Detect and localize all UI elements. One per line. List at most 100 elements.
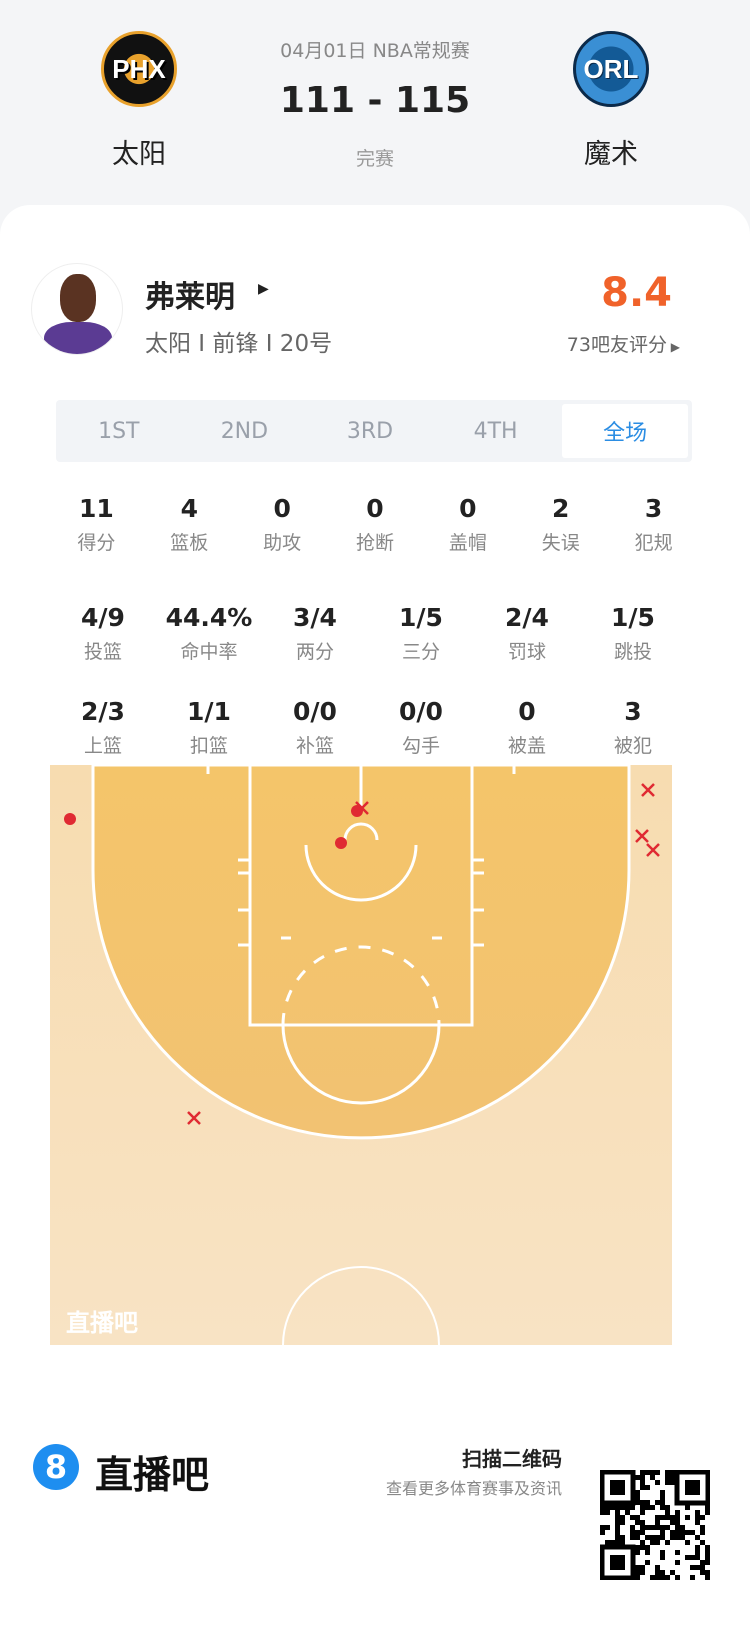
- rating-count-link[interactable]: 73吧友评分 ▶: [540, 330, 680, 357]
- stat-item: 4 篮板: [143, 494, 236, 555]
- stat-item: 1/5 三分: [368, 603, 474, 664]
- stat-label: 失误: [541, 532, 580, 554]
- stat-value: 0/0: [399, 697, 443, 726]
- stat-item: 0 被盖: [474, 697, 580, 758]
- tab-3rd[interactable]: 3RD: [346, 418, 394, 444]
- shot-chart-court: 直播吧: [50, 765, 672, 1345]
- scan-qr-label: 扫描二维码: [462, 1447, 562, 1471]
- missed-shot-marker: [646, 843, 660, 857]
- stat-label: 补篮: [295, 735, 334, 757]
- paint-lane: [248, 765, 474, 1027]
- stat-value: 11: [79, 494, 114, 523]
- stat-item: 3 被犯: [580, 697, 686, 758]
- stat-item: 1/1 扣篮: [156, 697, 262, 758]
- missed-shot-marker: [641, 783, 655, 797]
- rim-arc: [343, 822, 379, 841]
- lane-ticks: [206, 765, 516, 947]
- qr-code: [600, 1470, 710, 1580]
- orl-logo: ORL: [573, 31, 649, 107]
- stat-value: 3/4: [293, 603, 337, 632]
- stat-value: 0/0: [293, 697, 337, 726]
- period-tabs: 1ST 2ND 3RD 4TH 全场: [56, 400, 692, 462]
- made-shot-marker: [351, 805, 363, 817]
- missed-shot-marker: [635, 829, 649, 843]
- stat-value: 4/9: [81, 603, 125, 632]
- stat-label: 罚球: [507, 641, 546, 663]
- home-team-name[interactable]: 太阳: [112, 139, 166, 170]
- scan-qr-sub: 查看更多体育赛事及资讯: [385, 1479, 562, 1498]
- stat-label: 被盖: [507, 735, 546, 757]
- stat-item: 2 失误: [514, 494, 607, 555]
- tab-4th[interactable]: 4TH: [473, 418, 518, 444]
- stat-item: 0 助攻: [236, 494, 329, 555]
- stat-label: 被犯: [613, 735, 652, 757]
- missed-shot-marker: [187, 1111, 201, 1125]
- rating-label: 73吧友评分: [566, 334, 667, 356]
- free-throw-circle-dashed: [281, 945, 441, 1026]
- stat-label: 抢断: [356, 532, 395, 554]
- stat-item: 2/4 罚球: [474, 603, 580, 664]
- stat-value: 0: [273, 494, 291, 523]
- stat-value: 4: [180, 494, 198, 523]
- stat-label: 得分: [77, 532, 116, 554]
- match-status: 完赛: [355, 148, 394, 170]
- player-name[interactable]: 弗莱明: [145, 280, 235, 315]
- stat-label: 盖帽: [448, 532, 487, 554]
- player-rating: 8.4: [601, 270, 672, 316]
- stats-row-2: 4/9 投篮 44.4% 命中率 3/4 两分 1/5 三分 2/4 罚球 1/5 跳投: [50, 603, 700, 664]
- stats-row-1: 11 得分 4 篮板 0 助攻 0 抢断 0 盖帽 2 失误 3 犯规: [50, 494, 700, 555]
- stat-item: 3/4 两分: [262, 603, 368, 664]
- player-info: 太阳 I 前锋 I 20号: [145, 331, 333, 357]
- stat-value: 0: [459, 494, 477, 523]
- caret-right-icon[interactable]: ▶: [258, 281, 269, 297]
- stat-value: 0: [518, 697, 536, 726]
- stat-label: 篮板: [170, 532, 209, 554]
- stat-value: 44.4%: [165, 603, 253, 632]
- stat-label: 助攻: [263, 532, 302, 554]
- stats-row-3: 2/3 上篮 1/1 扣篮 0/0 补篮 0/0 勾手 0 被盖 3 被犯: [50, 697, 700, 758]
- stat-label: 勾手: [401, 735, 440, 757]
- stat-label: 两分: [295, 641, 334, 663]
- stat-label: 三分: [401, 641, 440, 663]
- caret-right-icon: ▶: [666, 340, 680, 354]
- made-shot-marker: [64, 813, 76, 825]
- stat-item: 11 得分: [50, 494, 143, 555]
- stat-value: 3: [644, 494, 663, 523]
- tab-1st[interactable]: 1ST: [98, 418, 140, 444]
- stat-value: 2/4: [505, 603, 549, 632]
- stat-item: 44.4% 命中率: [156, 603, 262, 664]
- stat-item: 0 抢断: [329, 494, 422, 555]
- stat-item: 3 犯规: [607, 494, 700, 555]
- phx-logo: PHX: [101, 31, 177, 107]
- tab-full-game[interactable]: 全场: [562, 404, 688, 458]
- brand-logo-icon: 8: [33, 1444, 79, 1490]
- stat-label: 命中率: [180, 641, 238, 663]
- match-score: 111 - 115: [279, 80, 471, 121]
- missed-shot-marker: [355, 801, 369, 815]
- free-throw-circle: [281, 1024, 441, 1105]
- stat-item: 2/3 上篮: [50, 697, 156, 758]
- stat-value: 1/1: [187, 697, 231, 726]
- stat-item: 0 盖帽: [421, 494, 514, 555]
- stat-value: 2: [552, 494, 570, 523]
- stat-value: 1/5: [399, 603, 443, 632]
- stat-label: 犯规: [634, 532, 673, 554]
- three-point-line: [91, 765, 631, 1140]
- stat-label: 投篮: [83, 641, 122, 663]
- tab-2nd[interactable]: 2ND: [220, 418, 269, 444]
- stat-item: 0/0 勾手: [368, 697, 474, 758]
- stat-label: 跳投: [613, 641, 652, 663]
- stat-item: 4/9 投篮: [50, 603, 156, 664]
- watermark: 直播吧: [66, 1309, 138, 1337]
- player-avatar[interactable]: [31, 263, 123, 355]
- brand-name: 直播吧: [95, 1453, 210, 1497]
- stat-value: 0: [366, 494, 384, 523]
- restricted-arc: [304, 844, 418, 902]
- away-team-name[interactable]: 魔术: [584, 139, 638, 170]
- stat-value: 1/5: [611, 603, 655, 632]
- center-circle: [282, 1266, 440, 1345]
- match-date-league: 04月01日 NBA常规赛: [280, 40, 470, 62]
- stat-label: 扣篮: [189, 735, 228, 757]
- stat-label: 上篮: [83, 735, 122, 757]
- stat-value: 2/3: [81, 697, 125, 726]
